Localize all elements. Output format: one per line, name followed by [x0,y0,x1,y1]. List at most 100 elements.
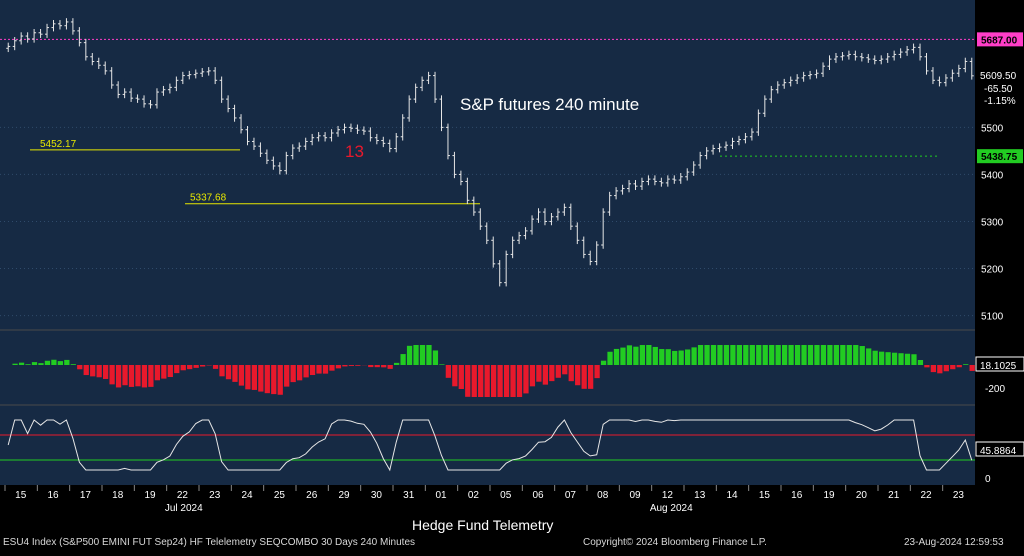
panel2-value-label: 18.1025 [980,361,1017,372]
histogram-bar [12,364,17,365]
panel2-tick-label: -200 [985,384,1005,395]
histogram-bar [582,365,587,389]
histogram-bar [109,365,114,384]
day-label: 19 [824,490,835,501]
day-label: 08 [597,490,608,501]
sequence-annotation: 13 [345,142,364,161]
histogram-bar [58,361,63,365]
histogram-bar [834,345,839,365]
histogram-bar [898,353,903,365]
histogram-bar [278,365,283,395]
histogram-bar [316,365,321,374]
histogram-bar [679,351,684,365]
histogram-bar [730,345,735,365]
histogram-bar [659,349,664,365]
histogram-bar [446,365,451,378]
histogram-bar [497,365,502,397]
histogram-bar [821,345,826,365]
day-label: 22 [177,490,188,501]
histogram-bar [64,360,69,365]
histogram-bar [801,345,806,365]
histogram-bar [594,365,599,378]
histogram-bar [329,365,334,371]
histogram-bar [168,365,173,377]
day-label: 23 [209,490,220,501]
histogram-bar [310,365,315,375]
histogram-bar [239,365,244,386]
histogram-bar [931,365,936,372]
histogram-bar [510,365,515,397]
histogram-bar [420,345,425,365]
histogram-bar [963,364,968,365]
histogram-bar [911,354,916,365]
histogram-bar [323,365,328,374]
histogram-bar [90,365,95,376]
histogram-bar [743,345,748,365]
histogram-bar [155,365,160,380]
histogram-bar [614,349,619,365]
day-label: 15 [15,490,26,501]
level-label: 5337.68 [190,193,227,204]
histogram-bar [633,347,638,365]
last-price-value: 5609.50 [980,71,1017,82]
histogram-bar [549,365,554,381]
histogram-bar [349,365,354,366]
histogram-bar [116,365,121,387]
histogram-bar [342,365,347,366]
histogram-bar [860,346,865,365]
histogram-bar [103,365,108,379]
histogram-bar [569,365,574,381]
histogram-bar [717,345,722,365]
histogram-bar [782,345,787,365]
histogram-bar [504,365,509,397]
histogram-bar [394,363,399,365]
histogram-bar [187,365,192,369]
histogram-bar [407,346,412,365]
histogram-bar [750,345,755,365]
histogram-bar [646,345,651,365]
histogram-bar [691,347,696,365]
month-label: Aug 2024 [650,503,693,514]
histogram-bar [297,365,302,380]
histogram-bar [375,365,380,367]
price-tick-label: 5100 [981,312,1004,323]
histogram-bar [291,365,296,382]
histogram-bar [45,361,50,365]
day-label: 01 [436,490,447,501]
chart-background [0,0,975,485]
histogram-bar [536,365,541,382]
histogram-bar [38,363,43,365]
histogram-bar [491,365,496,397]
histogram-bar [465,365,470,397]
instrument-info: ESU4 Index (S&P500 EMINI FUT Sep24) HF T… [3,537,415,548]
day-label: 05 [500,490,511,501]
histogram-bar [814,345,819,365]
day-label: 17 [80,490,91,501]
histogram-bar [97,365,102,377]
price-tick-label: 5200 [981,265,1004,276]
level-label: 5452.17 [40,139,77,150]
histogram-bar [161,365,166,379]
day-label: 20 [856,490,867,501]
day-label: 30 [371,490,382,501]
histogram-bar [769,345,774,365]
histogram-bar [122,365,127,385]
day-label: 21 [888,490,899,501]
price-tick-label: 5500 [981,123,1004,134]
histogram-bar [213,365,218,369]
watermark: Hedge Fund Telemetry [412,517,553,533]
histogram-bar [866,348,871,365]
histogram-bar [194,365,199,368]
day-label: 25 [274,490,285,501]
day-label: 09 [630,490,641,501]
histogram-bar [937,365,942,373]
day-label: 14 [727,490,738,501]
histogram-bar [336,365,341,368]
day-label: 06 [533,490,544,501]
histogram-bar [588,365,593,389]
day-label: 23 [953,490,964,501]
histogram-bar [19,363,24,365]
histogram-bar [51,360,56,365]
histogram-bar [724,345,729,365]
